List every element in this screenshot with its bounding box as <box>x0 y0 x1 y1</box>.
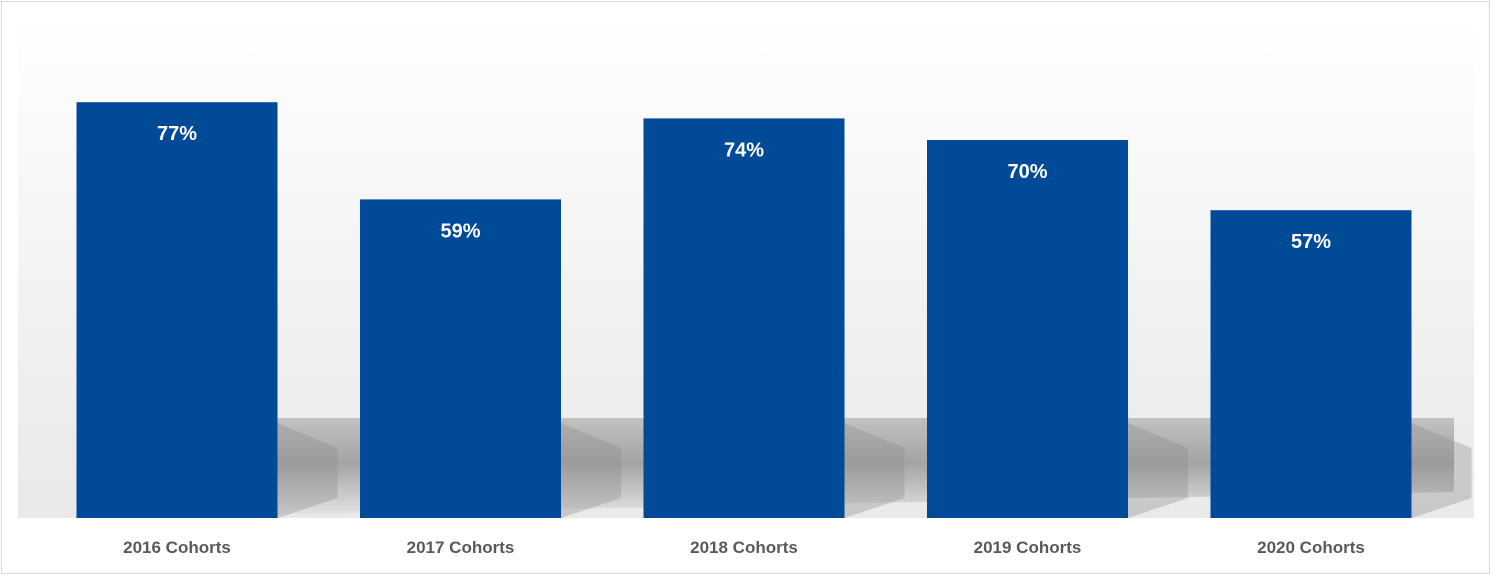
bar-shadow <box>844 423 905 518</box>
bar <box>360 199 561 518</box>
category-label: 2020 Cohorts <box>1257 538 1365 557</box>
data-label: 77% <box>157 123 197 145</box>
bar-shadow <box>561 423 621 518</box>
data-label: 74% <box>724 139 764 161</box>
bar-shadow <box>1128 423 1188 518</box>
data-label: 70% <box>1007 161 1047 183</box>
bar <box>643 118 845 519</box>
bar <box>927 140 1128 518</box>
bar <box>1210 210 1412 518</box>
data-label: 59% <box>440 220 480 242</box>
bar-shadow <box>1411 423 1472 518</box>
category-label: 2017 Cohorts <box>407 538 515 557</box>
data-label: 57% <box>1291 231 1331 253</box>
category-label: 2018 Cohorts <box>690 538 798 557</box>
category-label: 2016 Cohorts <box>123 538 231 557</box>
bar <box>76 102 278 518</box>
category-label: 2019 Cohorts <box>974 538 1082 557</box>
bar-shadow <box>277 423 338 518</box>
